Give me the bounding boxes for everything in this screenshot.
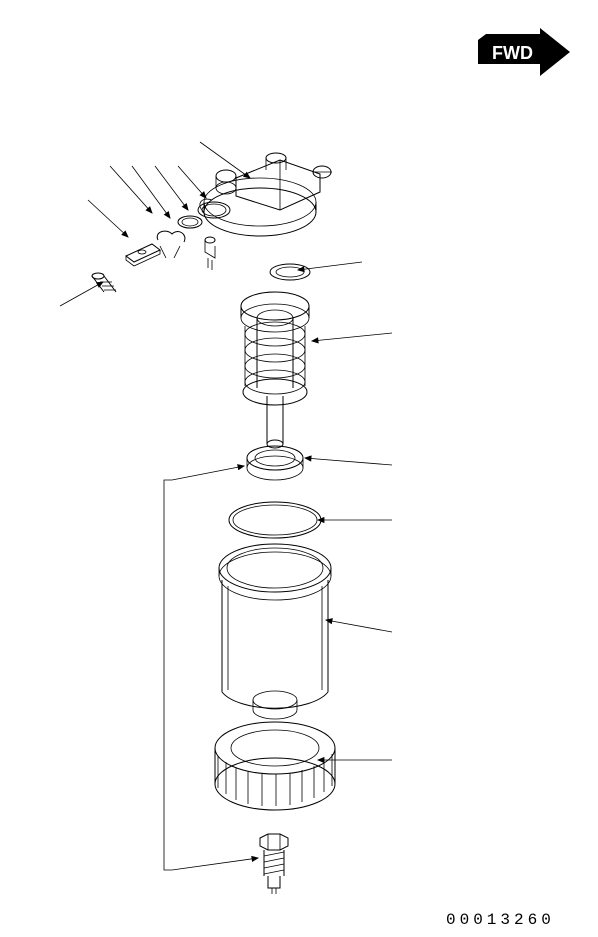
leader-c8 bbox=[298, 262, 362, 270]
leader-tip-c10 bbox=[305, 456, 311, 461]
part-ring bbox=[247, 446, 303, 480]
leader-c7 bbox=[200, 142, 250, 178]
leader-c5 bbox=[155, 166, 188, 210]
part-oring-large bbox=[229, 502, 321, 538]
part-oring-small bbox=[178, 216, 202, 228]
fwd-label: FWD bbox=[492, 43, 533, 63]
part-bowl bbox=[219, 544, 331, 719]
leader-tip-c12 bbox=[326, 619, 332, 624]
leader-tip-c15 bbox=[252, 856, 258, 861]
part-screw bbox=[92, 273, 116, 292]
drawing-id: 00013260 bbox=[446, 911, 555, 929]
small-parts bbox=[92, 202, 230, 292]
part-clip bbox=[157, 231, 185, 258]
head-assembly bbox=[200, 153, 332, 236]
leader-tip-c8 bbox=[298, 267, 304, 272]
part-plate bbox=[126, 244, 160, 266]
leader-c2 bbox=[88, 200, 128, 237]
part-bolt bbox=[205, 237, 215, 270]
leader-c14 bbox=[172, 466, 244, 480]
leader-tip-c13 bbox=[318, 758, 324, 763]
leader-tip-c7 bbox=[244, 172, 250, 178]
leader-c15 bbox=[172, 858, 258, 870]
leader-tip-c9 bbox=[312, 338, 318, 343]
fwd-arrow: FWD bbox=[478, 28, 570, 76]
callout-leaders bbox=[60, 142, 392, 870]
leader-c1 bbox=[60, 282, 103, 306]
part-cap-ring bbox=[215, 722, 335, 810]
leader-tip-c4 bbox=[164, 212, 170, 218]
part-drain-valve bbox=[260, 834, 288, 894]
leader-tip-c14 bbox=[238, 465, 244, 470]
leader-c9 bbox=[312, 333, 392, 341]
leader-c10 bbox=[305, 458, 392, 465]
leader-c12 bbox=[326, 620, 392, 632]
leader-tip-c5 bbox=[182, 204, 188, 210]
part-oring-med bbox=[198, 202, 230, 218]
leader-c3 bbox=[110, 166, 152, 213]
bracket-left bbox=[164, 480, 172, 870]
part-spring-element bbox=[241, 292, 309, 448]
